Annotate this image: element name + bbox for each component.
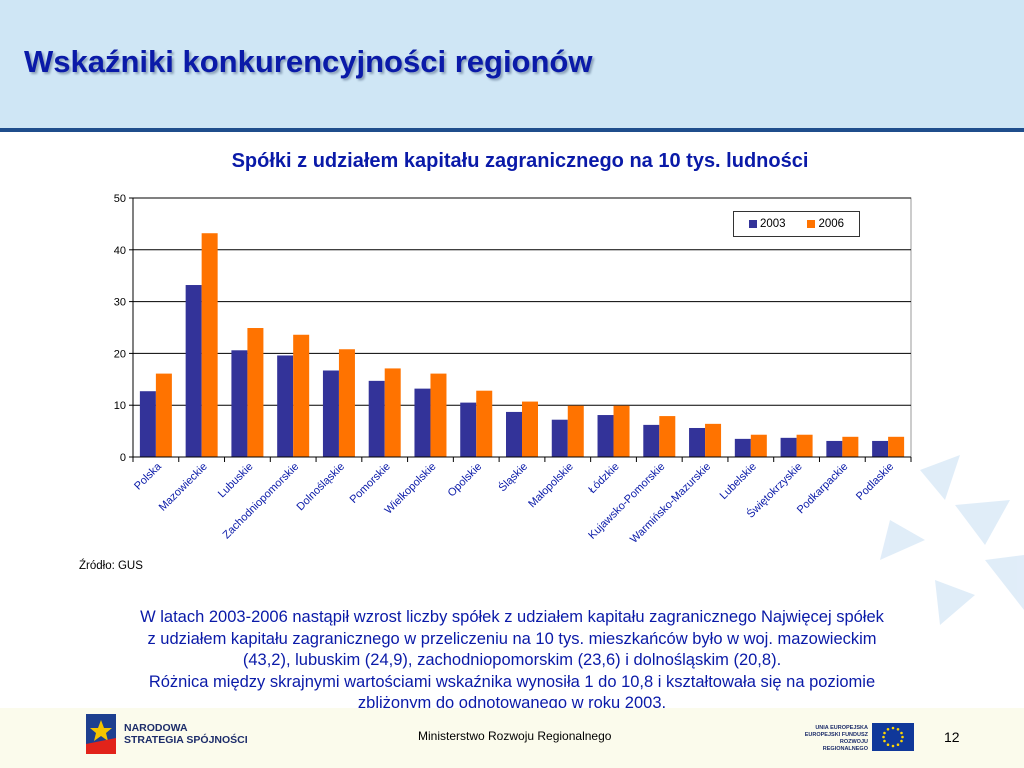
- nss-logo-icon: [86, 714, 116, 754]
- bar-2003-8: [506, 411, 522, 457]
- page-number: 12: [944, 729, 960, 745]
- bar-2003-3: [277, 355, 294, 457]
- bar-2003-11: [643, 424, 660, 457]
- legend-item-2006: 2006: [807, 218, 844, 230]
- body-line-4: Różnica między skrajnymi wartościami wsk…: [148, 672, 876, 691]
- x-tick-label: Warmińsko-Mazurskie: [628, 461, 713, 546]
- eu-line2: EUROPEJSKI FUNDUSZ: [804, 732, 868, 738]
- y-tick-label: 10: [114, 400, 126, 412]
- bar-2006-10: [613, 405, 630, 457]
- bar-2006-3: [293, 334, 310, 457]
- bar-2003-2: [231, 350, 248, 457]
- bar-2006-5: [384, 368, 401, 457]
- body-line-1: W latach 2003-2006 nastąpił wzrost liczb…: [140, 608, 884, 626]
- bar-2003-1: [185, 285, 202, 457]
- x-tick-label: Polska: [132, 460, 164, 492]
- legend-label-2006: 2006: [818, 218, 845, 230]
- bar-2003-13: [734, 438, 751, 457]
- bar-2003-14: [780, 437, 797, 457]
- body-line-2: z udziałem kapitału zagranicznego w prze…: [147, 629, 877, 648]
- bar-2003-10: [597, 415, 614, 457]
- bar-2006-7: [476, 390, 493, 457]
- bar-2003-4: [322, 370, 339, 457]
- bar-2006-9: [567, 405, 584, 457]
- x-tick-label: Łódzkie: [586, 461, 621, 496]
- bar-2006-2: [247, 328, 264, 457]
- bar-2006-12: [705, 423, 722, 457]
- source-note: Źródło: GUS: [79, 560, 143, 572]
- bar-2003-0: [139, 391, 156, 457]
- bar-2003-12: [689, 427, 706, 457]
- bar-2006-15: [842, 436, 859, 457]
- x-tick-label: Małopolskie: [526, 461, 576, 511]
- x-tick-label: Lubelskie: [718, 461, 759, 502]
- bar-2006-8: [522, 401, 538, 457]
- bar-2006-4: [338, 349, 355, 457]
- x-tick-label: Lubuskie: [216, 461, 256, 501]
- eu-fund-text: UNIA EUROPEJSKA EUROPEJSKI FUNDUSZ ROZWO…: [796, 725, 868, 753]
- nss-logo-line2: STRATEGIA SPÓJNOŚCI: [124, 734, 248, 746]
- bar-2003-7: [460, 402, 477, 457]
- x-tick-label: Mazowieckie: [157, 461, 210, 514]
- y-tick-label: 0: [120, 452, 126, 464]
- legend-swatch-2003: [748, 220, 757, 228]
- bar-2003-5: [368, 380, 385, 457]
- chart-legend: 2003 2006: [733, 211, 860, 237]
- body-line-5: zbliżonym do odnotowanego w roku 2003.: [357, 694, 667, 712]
- bar-2006-13: [750, 434, 767, 457]
- bar-2006-14: [796, 434, 813, 457]
- bar-2006-16: [888, 436, 905, 457]
- footer-bar: [0, 708, 1024, 768]
- bar-2003-9: [551, 419, 568, 457]
- nss-logo-block: NARODOWA STRATEGIA SPÓJNOŚCI: [86, 714, 248, 754]
- bar-2003-6: [414, 388, 431, 457]
- bar-2006-0: [155, 373, 172, 457]
- x-tick-label: Śląskie: [496, 460, 530, 494]
- x-tick-label: Opolskie: [446, 461, 485, 500]
- bar-2006-1: [201, 233, 218, 457]
- bar-2003-16: [872, 440, 889, 457]
- x-tick-label: Podlaskie: [854, 461, 896, 503]
- y-tick-label: 20: [114, 348, 126, 360]
- header-rule: [0, 128, 1024, 132]
- x-tick-label: Dolnośląskie: [294, 461, 347, 514]
- x-tick-label: Pomorskie: [348, 461, 393, 506]
- legend-label-2003: 2003: [759, 218, 786, 230]
- bar-2003-15: [826, 440, 843, 457]
- bar-2006-11: [659, 416, 676, 457]
- eu-line1: UNIA EUROPEJSKA: [815, 725, 868, 731]
- eu-line3: ROZWOJU REGIONALNEGO: [822, 739, 868, 752]
- slide-title: Wskaźniki konkurencyjności regionów: [24, 44, 593, 79]
- y-tick-label: 40: [114, 245, 126, 257]
- body-text: W latach 2003-2006 nastąpił wzrost liczb…: [50, 607, 974, 715]
- x-tick-label: Kujawsko-Pomorskie: [586, 461, 667, 542]
- ministry-name: Ministerstwo Rozwoju Regionalnego: [418, 729, 612, 743]
- nss-logo-line1: NARODOWA: [124, 722, 188, 734]
- x-tick-label: Zachodniopomorskie: [221, 461, 302, 542]
- y-tick-label: 30: [114, 297, 126, 309]
- slide-header: [0, 0, 1024, 128]
- legend-swatch-2006: [807, 220, 816, 228]
- chart-title: Spółki z udziałem kapitału zagranicznego…: [231, 150, 809, 172]
- y-tick-label: 50: [114, 193, 126, 205]
- eu-flag-icon: [872, 723, 914, 751]
- legend-item-2003: 2003: [748, 218, 786, 230]
- body-line-3: (43,2), lubuskim (24,9), zachodniopomors…: [242, 651, 782, 669]
- bar-2006-6: [430, 373, 447, 457]
